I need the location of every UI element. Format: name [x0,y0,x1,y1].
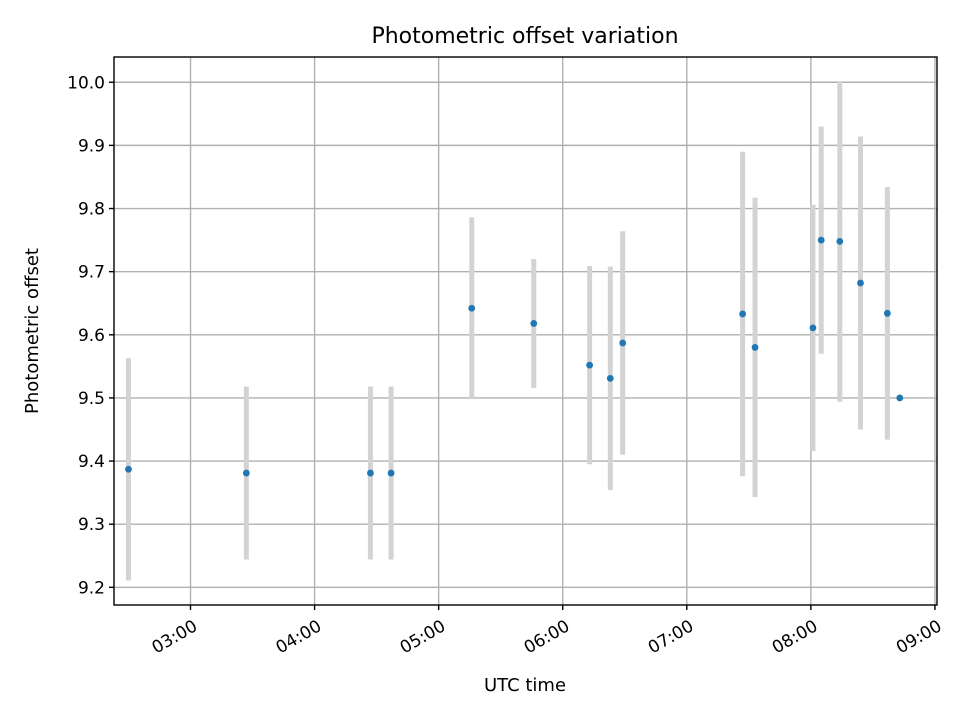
grid-layer [114,57,937,605]
plot-frame [113,56,938,606]
data-point [817,236,825,244]
data-point [739,310,747,318]
ticks [109,81,936,610]
data-point [836,237,844,245]
x-tick-label: 03:00 [149,616,201,658]
data-points [125,236,904,477]
y-tick-label: 9.2 [78,578,105,598]
chart-title: Photometric offset variation [371,24,678,49]
y-tick-label: 9.8 [78,200,105,220]
y-tick-label: 9.9 [78,136,105,156]
data-point [857,279,864,287]
data-point [883,309,891,317]
data-point [586,361,594,369]
data-point [468,304,476,312]
data-point [125,465,132,473]
y-tick-label: 10.0 [67,73,105,93]
y-tick-label: 9.3 [78,515,105,535]
x-tick-label: 07:00 [645,616,697,658]
x-tick-label: 04:00 [273,616,325,658]
y-tick-label: 9.4 [78,452,105,472]
data-point [809,324,817,332]
x-tick-label: 05:00 [397,616,449,658]
data-point [367,469,374,477]
data-point [619,339,627,347]
y-tick-label: 9.7 [78,263,105,283]
y-axis-label: Photometric offset [22,248,43,414]
data-point [896,394,904,402]
data-point [606,374,614,382]
y-tick-label: 9.5 [78,389,105,409]
x-axis-label: UTC time [484,675,566,696]
x-tick-label: 09:00 [893,616,945,658]
data-point [530,320,538,327]
x-tick-label: 06:00 [521,616,573,658]
error-bars [125,80,890,581]
x-tick-label: 08:00 [769,616,821,658]
data-point [751,344,759,351]
y-tick-label: 9.6 [78,326,105,346]
data-point [242,469,250,477]
data-point [387,469,395,477]
